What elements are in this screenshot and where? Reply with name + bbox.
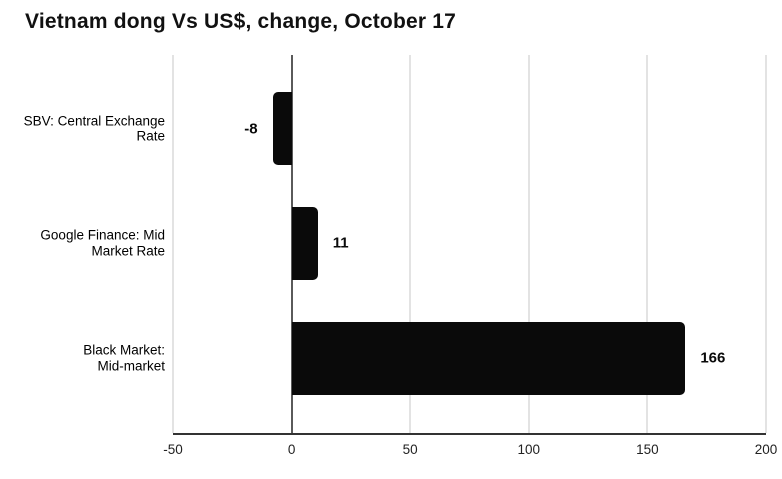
category-label-line: Market Rate	[91, 243, 165, 259]
value-label: 166	[700, 349, 726, 367]
x-tick-label: 100	[517, 442, 541, 457]
bar	[291, 206, 318, 280]
x-gridline	[765, 55, 767, 433]
category-label-line: SBV: Central Exchange	[23, 113, 165, 128]
category-label-line: Black Market:	[83, 342, 165, 358]
x-tick-label: -50	[163, 442, 183, 457]
category-label-line: Rate	[136, 128, 165, 144]
value-label: -8	[244, 120, 258, 137]
x-gridline	[172, 55, 174, 433]
category-label: Google Finance: Mid Market Rate	[0, 228, 165, 259]
bar	[272, 92, 292, 165]
plot-area	[172, 55, 767, 435]
x-gridline	[527, 55, 530, 433]
x-tick-label: 0	[287, 442, 296, 457]
category-label: Black Market: Mid-market	[0, 343, 165, 374]
x-gridline	[646, 55, 649, 433]
x-tick-label: 200	[754, 442, 778, 457]
category-label-line: Google Finance: Mid	[40, 227, 165, 243]
category-label-line: Mid-market	[97, 358, 165, 373]
category-label: SBV: Central Exchange Rate	[0, 113, 165, 144]
x-tick-label: 150	[636, 442, 659, 457]
x-tick-label: 50	[402, 442, 418, 457]
x-gridline	[409, 55, 412, 433]
value-label: 11	[332, 234, 349, 252]
chart-title: Vietnam dong Vs US$, change, October 17	[25, 10, 457, 33]
bar	[291, 321, 686, 395]
